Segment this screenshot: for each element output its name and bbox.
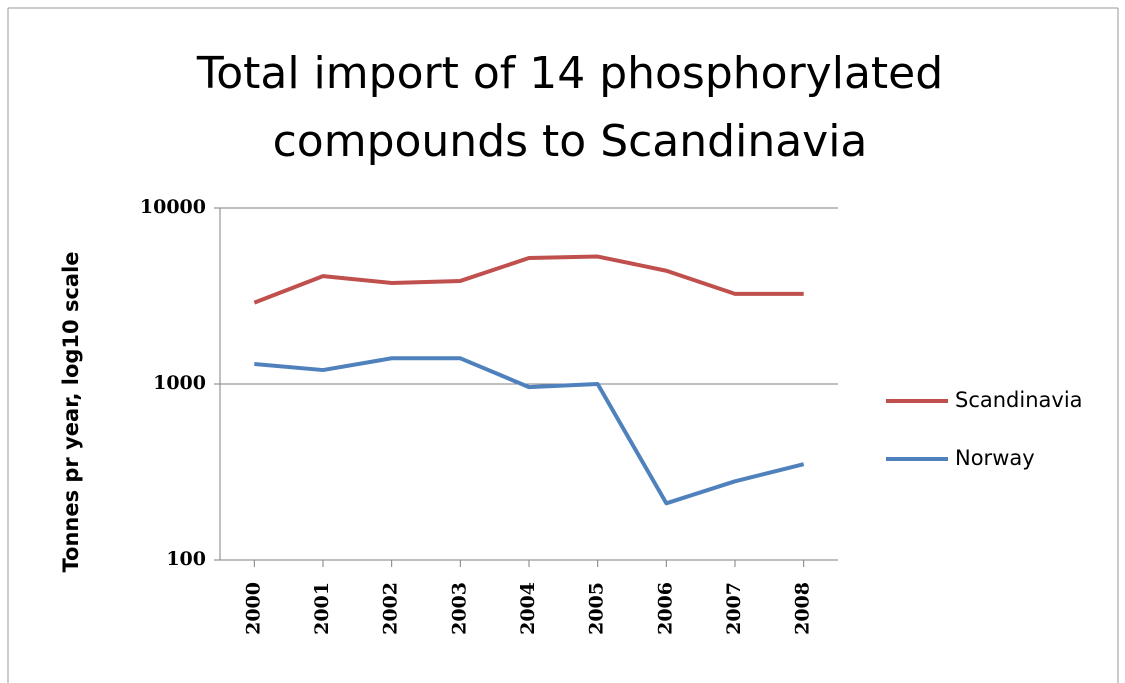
legend-label: Scandinavia bbox=[955, 388, 1083, 412]
x-tick-label: 2000 bbox=[242, 582, 264, 635]
x-tick-label: 2005 bbox=[586, 582, 608, 635]
x-tick-label: 2004 bbox=[517, 582, 539, 635]
x-tick-label: 2007 bbox=[723, 582, 745, 635]
series-line bbox=[253, 254, 804, 305]
x-tick-label: 2002 bbox=[380, 582, 402, 635]
x-tick-label: 2001 bbox=[311, 582, 333, 635]
y-tick-label: 100 bbox=[166, 548, 206, 570]
legend-label: Norway bbox=[955, 446, 1035, 470]
y-tick-label: 1000 bbox=[153, 372, 206, 394]
y-axis-label: Tonnes pr year, log10 scale bbox=[59, 251, 83, 572]
chart-title: Total import of 14 phosphorylated compou… bbox=[196, 48, 944, 167]
x-tick-label: 2003 bbox=[448, 582, 470, 635]
x-tick-label: 2006 bbox=[654, 582, 676, 635]
x-tick-label: 2008 bbox=[792, 582, 814, 635]
series-line bbox=[254, 356, 805, 506]
y-tick-label: 10000 bbox=[140, 196, 206, 218]
